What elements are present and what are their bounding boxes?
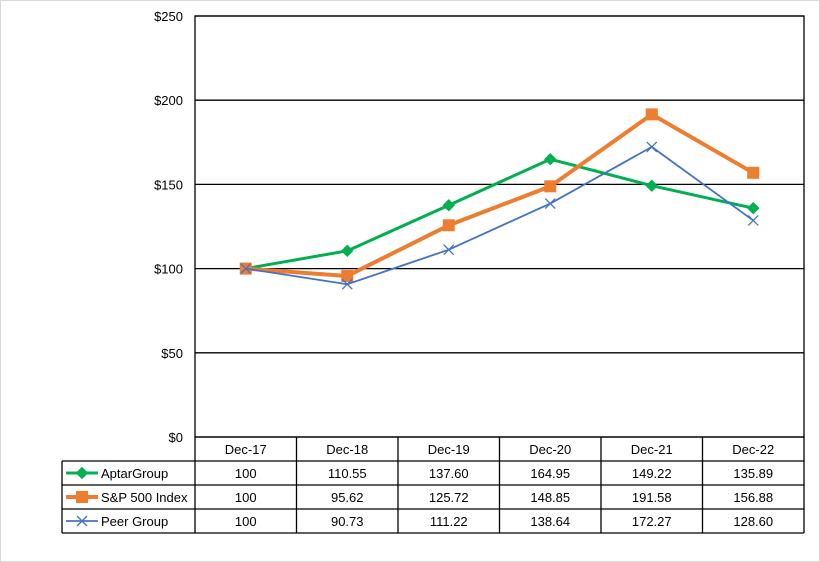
table-cell-value: 100 bbox=[235, 466, 257, 481]
data-point bbox=[341, 278, 353, 290]
legend-marker-shape bbox=[76, 491, 88, 503]
table-cell-value: 135.89 bbox=[733, 466, 773, 481]
legend-marker-shape bbox=[76, 515, 88, 527]
data-point bbox=[544, 180, 557, 193]
table-cell-value: 100 bbox=[235, 490, 257, 505]
legend-marker bbox=[76, 491, 88, 503]
data-point bbox=[240, 263, 252, 275]
data-point bbox=[341, 244, 354, 258]
table-cell-value: 111.22 bbox=[430, 514, 468, 529]
legend-marker-shape bbox=[75, 466, 89, 480]
table-cell-value: 90.73 bbox=[331, 514, 364, 529]
x-category-label: Dec-18 bbox=[326, 442, 368, 457]
table-cell-value: 138.64 bbox=[530, 514, 570, 529]
series-line bbox=[245, 157, 754, 271]
series-line bbox=[245, 112, 755, 278]
x-category-label: Dec-21 bbox=[631, 442, 673, 457]
table-cell-value: 148.85 bbox=[530, 490, 570, 505]
y-tick-label: $250 bbox=[154, 9, 183, 24]
table-cell-value: 95.62 bbox=[331, 490, 364, 505]
series-group-peer-group bbox=[240, 141, 759, 290]
x-category-label: Dec-22 bbox=[732, 442, 774, 457]
data-point bbox=[442, 219, 455, 232]
table-cell-value: 125.72 bbox=[429, 490, 469, 505]
data-point bbox=[442, 199, 455, 212]
table-cell-value: 191.58 bbox=[632, 490, 672, 505]
x-category-label: Dec-20 bbox=[529, 442, 571, 457]
y-tick-label: $50 bbox=[161, 346, 183, 361]
y-tick-label: $100 bbox=[154, 262, 183, 277]
legend-label: S&P 500 Index bbox=[101, 490, 188, 505]
table-cell-value: 156.88 bbox=[733, 490, 773, 505]
data-point bbox=[443, 244, 455, 256]
legend-marker bbox=[75, 466, 89, 480]
data-point bbox=[544, 153, 557, 166]
table-cell-value: 128.60 bbox=[733, 514, 773, 529]
legend-label: AptarGroup bbox=[101, 466, 168, 481]
x-category-label: Dec-19 bbox=[428, 442, 470, 457]
data-point bbox=[341, 269, 354, 282]
series-line bbox=[245, 145, 754, 286]
data-point bbox=[544, 198, 556, 209]
table-cell-value: 137.60 bbox=[429, 466, 469, 481]
table-cell-value: 172.27 bbox=[632, 514, 672, 529]
data-point bbox=[645, 108, 658, 121]
x-category-label: Dec-17 bbox=[225, 442, 267, 457]
table-cell-value: 110.55 bbox=[328, 466, 367, 481]
data-point bbox=[747, 201, 760, 215]
data-point bbox=[747, 214, 759, 226]
table-cell-value: 149.22 bbox=[632, 466, 672, 481]
y-tick-label: $0 bbox=[169, 430, 183, 445]
data-point bbox=[645, 179, 658, 192]
data-point bbox=[747, 166, 760, 179]
table-cell-value: 100 bbox=[235, 514, 257, 529]
y-tick-label: $200 bbox=[154, 93, 183, 108]
data-point bbox=[646, 141, 658, 153]
y-tick-label: $150 bbox=[154, 177, 183, 192]
table-cell-value: 164.95 bbox=[530, 466, 570, 481]
legend-marker bbox=[76, 515, 88, 527]
legend-label: Peer Group bbox=[101, 514, 168, 529]
